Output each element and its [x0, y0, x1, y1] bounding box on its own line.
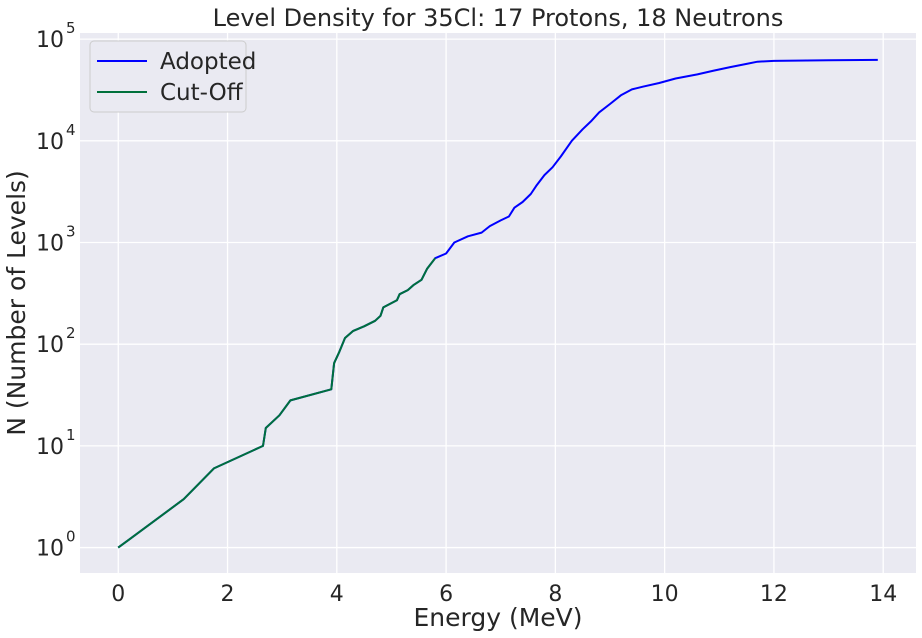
x-tick-label: 8 — [548, 582, 562, 607]
x-tick-label: 0 — [111, 582, 125, 607]
y-tick-label: 10 — [36, 537, 64, 562]
y-tick-label: 10 — [36, 130, 64, 155]
x-tick-label: 14 — [869, 582, 897, 607]
y-tick-label: 10 — [36, 231, 64, 256]
y-tick-exponent: 0 — [66, 528, 76, 546]
x-tick-label: 2 — [221, 582, 235, 607]
y-tick-label: 10 — [36, 435, 64, 460]
legend-label-adopted: Adopted — [160, 49, 256, 75]
x-axis-title: Energy (MeV) — [413, 603, 582, 632]
y-tick-exponent: 3 — [66, 222, 76, 240]
y-tick-label: 10 — [36, 28, 64, 53]
series-layer — [117, 58, 878, 549]
x-tick-label: 12 — [760, 582, 788, 607]
x-tick-label: 4 — [330, 582, 344, 607]
legend-label-cut-off: Cut-Off — [160, 80, 244, 106]
grid-lines — [80, 33, 916, 573]
y-tick-exponent: 4 — [66, 121, 76, 139]
y-tick-label: 10 — [36, 333, 64, 358]
x-tick-labels: 0 2 4 6 8 10 12 14 — [111, 582, 897, 607]
y-tick-exponent: 1 — [66, 426, 76, 444]
x-tick-label: 10 — [651, 582, 679, 607]
y-tick-exponent: 2 — [66, 324, 76, 342]
y-axis-title: N (Number of Levels) — [2, 170, 31, 436]
legend: Adopted Cut-Off — [89, 40, 256, 113]
x-tick-label: 6 — [439, 582, 453, 607]
plot-background — [80, 33, 916, 573]
chart-title: Level Density for 35Cl: 17 Protons, 18 N… — [213, 4, 784, 32]
legend-box — [89, 40, 247, 113]
y-tick-exponent: 5 — [66, 19, 76, 37]
series-line-cut-off — [117, 257, 436, 549]
